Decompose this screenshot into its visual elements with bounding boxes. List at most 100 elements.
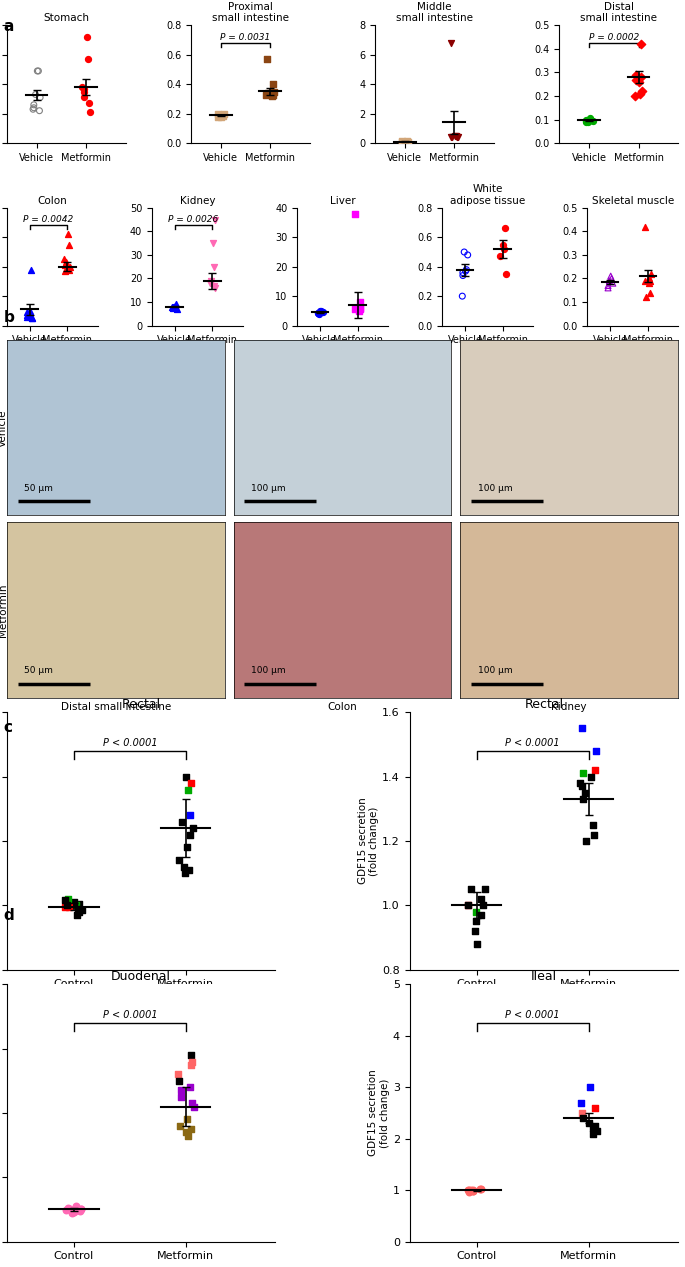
Point [182, 1110, 192, 1130]
Point [499, 218, 510, 238]
Point [188, 1096, 199, 1116]
Point [177, 812, 188, 832]
Text: 100 μm: 100 μm [477, 484, 512, 493]
Point [459, 242, 470, 262]
Title: Stomach: Stomach [43, 13, 89, 23]
Point [268, 73, 279, 94]
Y-axis label: GDF15 secretion
(fold change): GDF15 secretion (fold change) [358, 798, 379, 884]
Point [645, 271, 656, 291]
Point [35, 87, 46, 108]
Point [176, 1081, 187, 1101]
Point [64, 1200, 75, 1220]
Point [462, 896, 473, 916]
Point [267, 85, 278, 105]
Point [645, 264, 656, 284]
Point [34, 100, 45, 120]
Point [603, 277, 614, 298]
Text: P = 0.0026: P = 0.0026 [169, 215, 219, 224]
Point [183, 1125, 194, 1145]
Point [78, 79, 89, 99]
Title: Proximal
small intestine: Proximal small intestine [212, 1, 289, 23]
Point [463, 1180, 474, 1200]
Point [587, 110, 598, 131]
Point [447, 127, 458, 147]
Text: P < 0.0001: P < 0.0001 [506, 1010, 560, 1020]
Point [445, 33, 456, 53]
Point [169, 296, 179, 317]
Point [176, 1087, 187, 1107]
Title: Middle
small intestine: Middle small intestine [396, 1, 473, 23]
Point [575, 1092, 586, 1112]
Point [64, 260, 75, 280]
Point [474, 1180, 485, 1200]
Point [27, 308, 38, 328]
Point [63, 1197, 74, 1218]
Point [78, 81, 89, 101]
Point [592, 1121, 603, 1142]
Point [577, 789, 588, 810]
Point [64, 896, 75, 916]
Point [604, 271, 615, 291]
Point [178, 856, 189, 877]
Point [212, 104, 223, 124]
Point [498, 234, 509, 255]
Point [466, 879, 477, 900]
Point [206, 274, 216, 294]
Point [63, 234, 74, 255]
Text: 50 μm: 50 μm [24, 484, 53, 493]
Point [317, 303, 328, 323]
Point [269, 81, 279, 101]
Point [471, 911, 482, 931]
Title: Liver: Liver [329, 195, 356, 205]
Point [186, 773, 197, 793]
Point [401, 132, 412, 152]
Point [631, 70, 642, 90]
Point [630, 86, 640, 106]
Point [577, 1102, 588, 1123]
Point [28, 98, 39, 118]
Point [172, 1064, 183, 1085]
Point [33, 61, 44, 81]
Point [60, 1200, 71, 1220]
Y-axis label: GDF15 secretion
(fold change): GDF15 secretion (fold change) [369, 1069, 390, 1157]
Point [214, 105, 225, 125]
Text: d: d [3, 908, 14, 924]
Point [209, 209, 220, 229]
Point [643, 274, 654, 294]
Point [83, 94, 94, 114]
X-axis label: Kidney: Kidney [551, 702, 587, 712]
Point [577, 1109, 588, 1129]
Point [462, 1180, 473, 1200]
Point [590, 741, 601, 761]
Point [72, 1199, 83, 1219]
Point [26, 308, 37, 328]
Point [174, 850, 185, 870]
Title: Skeletal muscle: Skeletal muscle [592, 195, 674, 205]
Point [588, 815, 599, 835]
Text: P = 0.0002: P = 0.0002 [588, 33, 639, 42]
Point [584, 108, 595, 128]
Point [451, 127, 462, 147]
Point [462, 245, 473, 265]
Point [349, 299, 360, 319]
Point [445, 127, 456, 147]
Point [590, 1116, 601, 1136]
Point [167, 296, 178, 317]
Point [28, 95, 39, 115]
Point [575, 773, 586, 793]
Point [637, 81, 648, 101]
Point [181, 767, 192, 787]
Point [588, 1119, 599, 1139]
Point [71, 896, 82, 916]
Point [188, 818, 199, 839]
Point [261, 49, 272, 70]
Point [205, 271, 216, 291]
Text: a: a [3, 19, 14, 34]
Point [62, 224, 73, 245]
Point [471, 934, 482, 954]
Title: Rectal: Rectal [121, 698, 161, 711]
Point [475, 905, 486, 925]
Point [216, 106, 227, 127]
Point [61, 252, 72, 272]
Point [60, 889, 71, 910]
